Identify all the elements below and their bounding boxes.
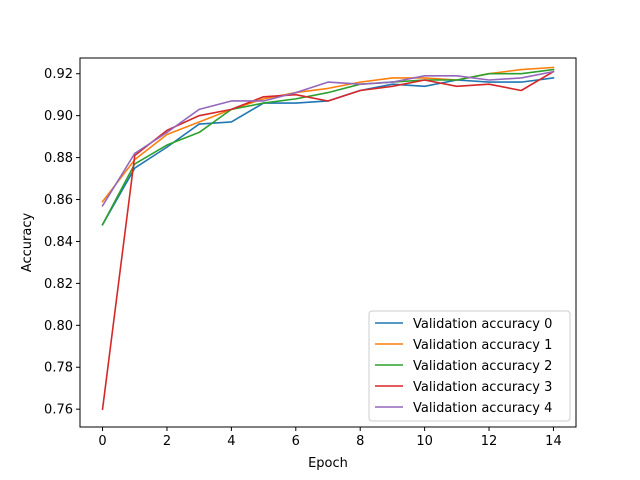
x-tick-label: 12 [481, 434, 498, 449]
legend-label-2: Validation accuracy 2 [413, 359, 552, 374]
y-tick-label: 0.84 [44, 235, 73, 250]
legend-label-0: Validation accuracy 0 [413, 317, 552, 332]
legend-label-4: Validation accuracy 4 [413, 401, 552, 416]
series-line-4 [101, 70, 555, 207]
x-axis-label: Epoch [308, 456, 348, 471]
y-tick-label: 0.90 [44, 109, 73, 124]
x-tick-label: 10 [416, 434, 433, 449]
legend-label-3: Validation accuracy 3 [413, 380, 552, 395]
x-tick-label: 6 [292, 434, 300, 449]
series-line-2 [101, 68, 555, 226]
y-tick-label: 0.86 [44, 193, 73, 208]
legend: Validation accuracy 0 Validation accuracy… [368, 310, 571, 422]
x-tick-label: 0 [98, 434, 106, 449]
series-layer [101, 66, 555, 411]
y-tick-label: 0.78 [44, 361, 73, 376]
x-tick-label: 14 [545, 434, 562, 449]
y-axis: 0.76 0.78 0.80 0.82 0.84 0.86 0.88 0.90 0.92 [44, 67, 80, 418]
y-tick-label: 0.80 [44, 319, 73, 334]
y-tick-label: 0.82 [44, 277, 73, 292]
y-tick-label: 0.92 [44, 67, 73, 82]
y-tick-label: 0.88 [44, 151, 73, 166]
y-axis-label: Accuracy [20, 213, 35, 273]
y-tick-label: 0.76 [44, 403, 73, 418]
x-axis: 0 2 4 6 8 10 12 14 [98, 427, 562, 449]
x-tick-label: 2 [163, 434, 171, 449]
plot-frame [79, 57, 577, 428]
legend-box [368, 310, 571, 422]
x-tick-label: 4 [227, 434, 235, 449]
legend-label-1: Validation accuracy 1 [413, 338, 552, 353]
x-tick-label: 8 [356, 434, 364, 449]
